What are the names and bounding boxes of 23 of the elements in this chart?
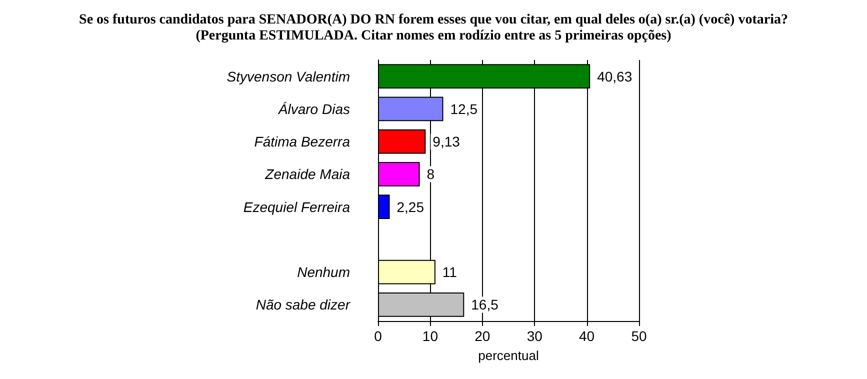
data-label: 12,5 — [450, 100, 478, 117]
y-tick-label: Não sabe dizer — [256, 296, 352, 313]
x-tick-label: 20 — [474, 328, 490, 344]
data-label: 40,63 — [597, 68, 632, 84]
x-tick-label: 30 — [526, 328, 543, 344]
y-tick-label: Styvenson Valentim — [226, 68, 350, 84]
y-tick-label: Fátima Bezerra — [254, 134, 350, 150]
x-tick-label: 0 — [374, 328, 382, 344]
y-tick-label: Ezequiel Ferreira — [243, 198, 350, 215]
y-tick-label: Álvaro Dias — [277, 100, 350, 117]
data-label: 16,5 — [471, 296, 499, 313]
chart-subtitle: (Pergunta ESTIMULADA. Citar nomes em rodízio entre as 5 primeiras opções) — [196, 28, 672, 44]
x-tick-label: 10 — [422, 328, 438, 344]
data-label: 11 — [442, 264, 458, 280]
y-tick-label: Zenaide Maia — [264, 166, 350, 182]
y-tick-label: Nenhum — [297, 264, 350, 280]
data-label: 8 — [426, 166, 435, 182]
x-tick-label: 50 — [631, 328, 647, 344]
x-tick-label: 40 — [579, 328, 595, 344]
chart-title: Se os futuros candidatos para SENADOR(A) DO RN forem esses que vou citar, em qual deles o(a) sr.(a) (você) votaria? — [79, 12, 788, 28]
x-axis-title: percentual — [478, 348, 539, 363]
data-label: 2,25 — [396, 198, 424, 215]
data-label: 9,13 — [432, 134, 460, 150]
